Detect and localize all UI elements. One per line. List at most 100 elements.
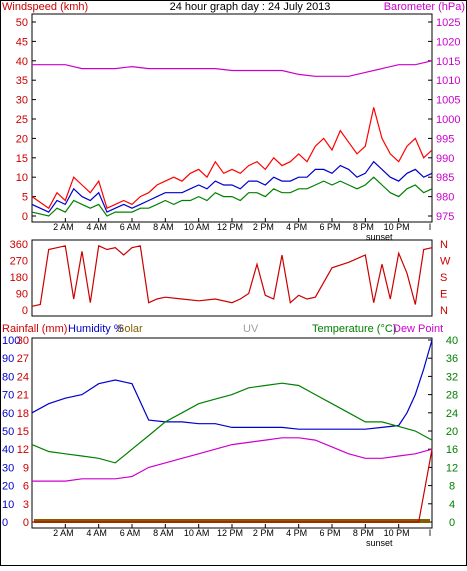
climate-x-tick-label: 12 PM xyxy=(217,528,243,538)
barometer-tick-label: 985 xyxy=(436,172,454,184)
wind-x-tick-label: 8 AM xyxy=(153,222,174,232)
series-dew-point xyxy=(32,437,433,482)
humidity-tick-label: 60 xyxy=(2,408,14,420)
direction-tick-label: 90 xyxy=(16,289,28,301)
rain-tick-label: 18 xyxy=(17,408,29,420)
label-dew-point: Dew Point xyxy=(393,323,443,335)
wind-x-tick-label: 10 AM xyxy=(184,222,210,232)
wind-tick-label: 0 xyxy=(22,211,28,223)
barometer-tick-label: 980 xyxy=(436,192,454,204)
wind-x-tick-label: 6 PM xyxy=(319,222,340,232)
series-windspeed-kmh-min xyxy=(31,176,433,217)
direction-tick-label: 360 xyxy=(10,239,28,251)
humidity-tick-label: 80 xyxy=(2,371,14,383)
barometer-tick-label: 995 xyxy=(436,133,454,145)
temperature-tick-label: 40 xyxy=(446,335,458,347)
compass-tick-label: E xyxy=(440,289,447,301)
label-solar: Solar xyxy=(117,323,143,335)
barometer-tick-label: 1015 xyxy=(436,56,460,68)
wind-tick-label: 40 xyxy=(16,56,28,68)
barometer-axis-title: Barometer (hPa) xyxy=(384,1,465,13)
wind-x-tick-label: 8 PM xyxy=(353,222,374,232)
label-temperature: Temperature (°C) xyxy=(312,323,396,335)
series-windspeed-kmh-avg xyxy=(31,160,433,213)
temperature-tick-label: 36 xyxy=(446,353,458,365)
sunset-annotation-top: sunset xyxy=(366,232,393,242)
humidity-tick-label: 20 xyxy=(2,481,14,493)
wind-x-tick-label: 4 AM xyxy=(86,222,107,232)
climate-x-tick-label: 2 AM xyxy=(53,528,74,538)
wind-tick-label: 10 xyxy=(16,172,28,184)
humidity-tick-label: 70 xyxy=(2,390,14,402)
rain-tick-label: 30 xyxy=(17,335,29,347)
direction-tick-label: 0 xyxy=(22,305,28,317)
wind-tick-label: 25 xyxy=(16,114,28,126)
wind-x-tick-label: 2 AM xyxy=(53,222,74,232)
rain-tick-label: 12 xyxy=(17,444,29,456)
climate-panel-frame xyxy=(31,337,433,529)
temperature-tick-label: 28 xyxy=(446,390,458,402)
climate-x-tick-label: 4 AM xyxy=(86,528,107,538)
compass-tick-label: N xyxy=(440,305,448,317)
barometer-tick-label: 1000 xyxy=(436,114,460,126)
rain-tick-label: 15 xyxy=(17,426,29,438)
wind-tick-label: 45 xyxy=(16,36,28,48)
series-solar xyxy=(34,519,430,523)
series-temperature-c xyxy=(31,382,433,464)
humidity-tick-label: 100 xyxy=(2,335,20,347)
barometer-tick-label: 1020 xyxy=(436,36,460,48)
climate-x-tick-label: 4 PM xyxy=(286,528,307,538)
sunset-annotation-bottom: sunset xyxy=(366,538,393,548)
barometer-tick-label: 975 xyxy=(436,211,454,223)
rain-tick-label: 9 xyxy=(23,462,29,474)
temperature-tick-label: 12 xyxy=(446,462,458,474)
temperature-tick-label: 16 xyxy=(446,444,458,456)
label-humidity: Humidity % xyxy=(68,323,124,335)
rain-tick-label: 0 xyxy=(23,517,29,529)
wind-tick-label: 30 xyxy=(16,95,28,107)
barometer-tick-label: 1025 xyxy=(436,17,460,29)
rain-tick-label: 27 xyxy=(17,353,29,365)
label-rainfall: Rainfall (mm) xyxy=(2,323,67,335)
humidity-tick-label: 10 xyxy=(2,499,14,511)
temperature-tick-label: 0 xyxy=(449,517,455,529)
humidity-tick-label: 90 xyxy=(2,353,14,365)
climate-x-tick-label: I xyxy=(429,528,432,538)
temperature-tick-label: 4 xyxy=(449,499,455,511)
climate-x-tick-label: 6 AM xyxy=(120,528,141,538)
wind-x-tick-label: 6 AM xyxy=(120,222,141,232)
climate-x-tick-label: 2 PM xyxy=(253,528,274,538)
wind-tick-label: 50 xyxy=(16,17,28,29)
barometer-tick-label: 1010 xyxy=(436,75,460,87)
wind-tick-label: 35 xyxy=(16,75,28,87)
series-humidity xyxy=(31,339,433,430)
wind-x-tick-label: 10 PM xyxy=(384,222,410,232)
climate-x-tick-label: 10 PM xyxy=(384,528,410,538)
compass-tick-label: N xyxy=(440,239,448,251)
rain-tick-label: 3 xyxy=(23,499,29,511)
wind-x-tick-label: 2 PM xyxy=(253,222,274,232)
label-uv: UV xyxy=(243,323,259,335)
wind-x-tick-label: 12 PM xyxy=(217,222,243,232)
wind-tick-label: 20 xyxy=(16,133,28,145)
barometer-tick-label: 990 xyxy=(436,153,454,165)
humidity-tick-label: 30 xyxy=(2,462,14,474)
series-rainfall-mm xyxy=(32,449,433,523)
temperature-tick-label: 24 xyxy=(446,408,458,420)
rain-tick-label: 24 xyxy=(17,371,29,383)
wind-tick-label: 15 xyxy=(16,153,28,165)
wind-x-tick-label: I xyxy=(429,222,432,232)
climate-x-tick-label: 8 AM xyxy=(153,528,174,538)
direction-tick-label: 270 xyxy=(10,256,28,268)
direction-tick-label: 180 xyxy=(10,272,28,284)
temperature-tick-label: 32 xyxy=(446,371,458,383)
direction-panel-frame xyxy=(31,239,433,317)
wind-axis-title: Windspeed (kmh) xyxy=(2,1,88,13)
barometer-tick-label: 1005 xyxy=(436,95,460,107)
temperature-tick-label: 8 xyxy=(449,481,455,493)
rain-tick-label: 21 xyxy=(17,390,29,402)
compass-tick-label: W xyxy=(440,256,451,268)
series-barometer-hpa xyxy=(32,60,433,77)
climate-x-tick-label: 10 AM xyxy=(184,528,210,538)
